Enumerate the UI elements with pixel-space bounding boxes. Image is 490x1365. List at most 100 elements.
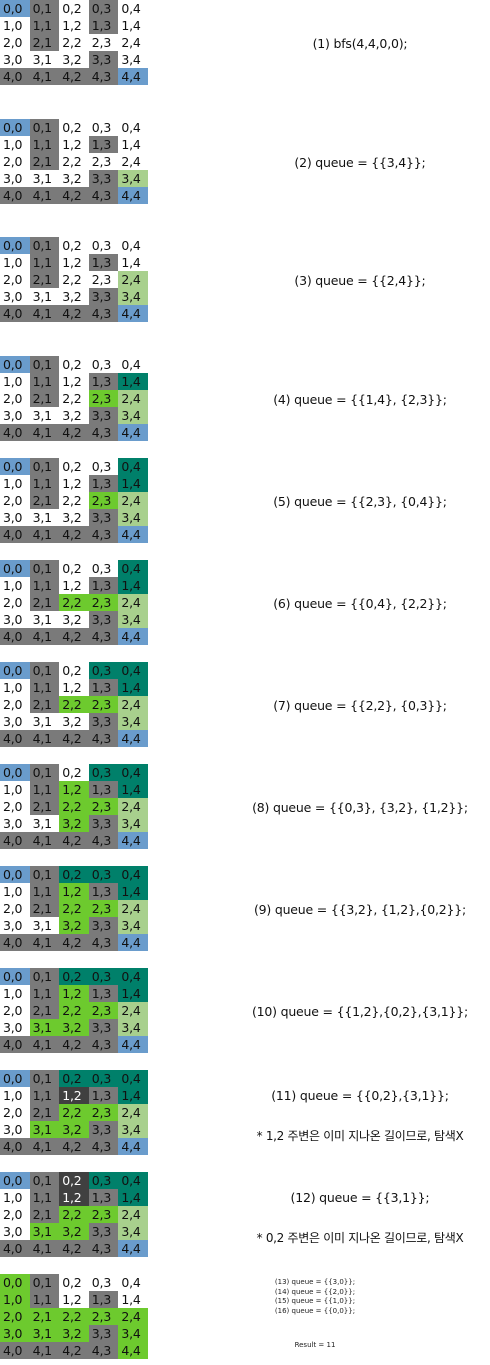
grid-cell: 0,3: [88, 1274, 119, 1291]
bfs-grid: 0,0 0,1 0,2 0,3 0,4 1,0 1,1 1,2 1,3 1,4 2,0 2,1 2,2 2…: [0, 866, 148, 951]
grid-cell: 2,0: [0, 1002, 30, 1019]
grid-cell: 1,3: [88, 679, 119, 696]
grid-cell: 1,4: [118, 254, 148, 271]
grid-cell: 2,2: [59, 696, 89, 713]
bfs-step: 0,0 0,1 0,2 0,3 0,4 1,0 1,1 1,2 1,3 1,4 2,0 2,1 2,2 2…: [0, 356, 490, 446]
grid-cell: 2,3: [88, 1104, 119, 1121]
grid-cell: 3,3: [88, 407, 119, 424]
grid-cell: 4,3: [88, 526, 119, 543]
grid-cell: 0,1: [29, 968, 60, 985]
grid-cell: 2,4: [118, 696, 148, 713]
grid-cell: 2,4: [118, 390, 148, 407]
grid-cell: 0,2: [59, 356, 89, 373]
grid-cell: 0,4: [118, 866, 148, 883]
grid-cell: 3,3: [88, 288, 119, 305]
grid-cell: 4,0: [0, 526, 30, 543]
grid-cell: 2,3: [88, 271, 119, 288]
grid-cell: 0,0: [0, 237, 30, 254]
grid-cell: 0,2: [59, 560, 89, 577]
grid-cell: 4,2: [59, 68, 89, 85]
bfs-step: 0,0 0,1 0,2 0,3 0,4 1,0 1,1 1,2 1,3 1,4 2,0 2,1 2,2 2…: [0, 764, 490, 854]
grid-cell: 3,1: [29, 815, 60, 832]
bfs-grid: 0,0 0,1 0,2 0,3 0,4 1,0 1,1 1,2 1,3 1,4 2,0 2,1 2,2 2…: [0, 968, 148, 1053]
grid-cell: 0,0: [0, 458, 30, 475]
grid-cell: 0,3: [88, 119, 119, 136]
grid-cell: 1,4: [118, 17, 148, 34]
step-queue-label: (10) queue = {{1,2},{0,2},{3,1}};: [251, 1004, 469, 1019]
grid-cell: 2,0: [0, 271, 30, 288]
grid-cell: 0,4: [118, 662, 148, 679]
grid-cell: 2,4: [118, 1104, 148, 1121]
grid-cell: 4,1: [29, 305, 60, 322]
grid-cell: 3,4: [118, 1223, 148, 1240]
grid-cell: 0,4: [118, 458, 148, 475]
grid-cell: 3,2: [59, 1325, 89, 1342]
step-queue-label: (11) queue = {{0,2},{3,1}};: [271, 1088, 449, 1103]
grid-cell: 4,1: [29, 1036, 60, 1053]
grid-cell: 0,3: [88, 1070, 119, 1087]
grid-cell: 1,2: [59, 577, 89, 594]
grid-cell: 3,0: [0, 1325, 30, 1342]
grid-cell: 3,1: [29, 407, 60, 424]
grid-cell: 4,3: [88, 424, 119, 441]
grid-cell: 1,1: [29, 679, 60, 696]
grid-cell: 4,1: [29, 934, 60, 951]
grid-cell: 1,0: [0, 679, 30, 696]
grid-cell: 3,3: [88, 815, 119, 832]
grid-cell: 3,4: [118, 611, 148, 628]
grid-cell: 1,2: [59, 679, 89, 696]
grid-cell: 2,4: [118, 594, 148, 611]
bfs-grid: 0,0 0,1 0,2 0,3 0,4 1,0 1,1 1,2 1,3 1,4 2,0 2,1 2,2 2…: [0, 237, 148, 322]
queue-step-line: (14) queue = {{2,0}};: [274, 1287, 356, 1296]
grid-cell: 0,1: [29, 237, 60, 254]
grid-cell: 3,1: [29, 713, 60, 730]
grid-cell: 3,4: [118, 170, 148, 187]
grid-cell: 4,3: [88, 934, 119, 951]
grid-cell: 4,4: [118, 628, 148, 645]
grid-cell: 3,1: [29, 1223, 60, 1240]
grid-cell: 4,4: [118, 1138, 148, 1155]
grid-cell: 1,3: [88, 781, 119, 798]
queue-step-line: (16) queue = {{0,0}};: [274, 1306, 356, 1315]
grid-cell: 4,1: [29, 628, 60, 645]
grid-cell: 3,4: [118, 1325, 148, 1342]
grid-cell: 2,2: [59, 34, 89, 51]
grid-cell: 0,1: [29, 662, 60, 679]
grid-cell: 4,0: [0, 1138, 30, 1155]
grid-cell: 3,2: [59, 51, 89, 68]
grid-cell: 0,2: [59, 764, 89, 781]
grid-cell: 3,4: [118, 1121, 148, 1138]
grid-cell: 2,0: [0, 1308, 30, 1325]
grid-cell: 4,4: [118, 424, 148, 441]
grid-cell: 0,3: [88, 1172, 119, 1189]
grid-cell: 2,1: [29, 798, 60, 815]
grid-cell: 4,0: [0, 187, 30, 204]
grid-cell: 1,0: [0, 883, 30, 900]
step-note: * 1,2 주변은 이미 지나온 길이므로, 탐색X: [256, 1129, 464, 1143]
grid-cell: 1,3: [88, 883, 119, 900]
grid-cell: 2,2: [59, 153, 89, 170]
grid-cell: 3,2: [59, 713, 89, 730]
grid-cell: 4,0: [0, 1240, 30, 1257]
grid-cell: 3,2: [59, 407, 89, 424]
grid-cell: 0,2: [59, 1172, 89, 1189]
grid-cell: 1,0: [0, 254, 30, 271]
grid-cell: 4,2: [59, 1240, 89, 1257]
bfs-step: 0,0 0,1 0,2 0,3 0,4 1,0 1,1 1,2 1,3 1,4 2,0 2,1 2,2 2…: [0, 1070, 490, 1160]
grid-cell: 3,4: [118, 917, 148, 934]
grid-cell: 4,4: [118, 68, 148, 85]
grid-cell: 2,1: [29, 153, 60, 170]
grid-cell: 0,4: [118, 560, 148, 577]
grid-cell: 4,2: [59, 1036, 89, 1053]
grid-cell: 1,0: [0, 985, 30, 1002]
grid-cell: 3,3: [88, 1223, 119, 1240]
grid-cell: 2,3: [88, 34, 119, 51]
grid-cell: 1,2: [59, 136, 89, 153]
grid-cell: 0,1: [29, 866, 60, 883]
grid-cell: 3,4: [118, 288, 148, 305]
grid-cell: 2,1: [29, 390, 60, 407]
bfs-step: 0,0 0,1 0,2 0,3 0,4 1,0 1,1 1,2 1,3 1,4 2,0 2,1 2,2 2…: [0, 0, 490, 90]
grid-cell: 2,3: [88, 492, 119, 509]
grid-cell: 1,0: [0, 1087, 30, 1104]
grid-cell: 0,1: [29, 1274, 60, 1291]
